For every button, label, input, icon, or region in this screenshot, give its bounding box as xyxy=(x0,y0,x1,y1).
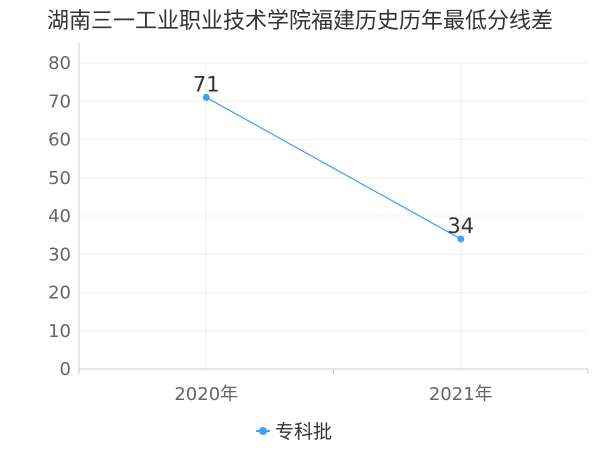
legend[interactable]: 专科批 xyxy=(256,421,332,443)
y-tick-label: 20 xyxy=(48,283,71,304)
y-tick-label: 80 xyxy=(48,53,71,74)
y-tick-label: 0 xyxy=(60,359,71,380)
legend-marker-icon xyxy=(259,427,267,435)
y-tick-label: 70 xyxy=(48,91,71,112)
y-tick-label: 50 xyxy=(48,168,71,189)
data-label: 71 xyxy=(193,72,220,96)
data-labels: 71 34 xyxy=(193,72,474,238)
legend-label[interactable]: 专科批 xyxy=(275,421,332,443)
grid-lines xyxy=(79,62,588,369)
y-tick-label: 60 xyxy=(48,130,71,151)
axes: 0 10 20 30 40 50 60 70 80 2020年 2021年 xyxy=(48,43,589,405)
y-tick-label: 30 xyxy=(48,244,71,265)
y-tick-label: 40 xyxy=(48,206,71,227)
data-point[interactable] xyxy=(202,93,210,101)
chart-title: 湖南三一工业职业技术学院福建历史历年最低分线差 xyxy=(47,9,553,34)
series-layer xyxy=(202,93,465,243)
x-tick-label: 2020年 xyxy=(174,384,238,405)
series-line xyxy=(205,96,462,240)
x-tick-label: 2021年 xyxy=(429,384,493,405)
data-label: 34 xyxy=(447,214,474,238)
data-point[interactable] xyxy=(457,235,465,243)
y-tick-label: 10 xyxy=(48,321,71,342)
